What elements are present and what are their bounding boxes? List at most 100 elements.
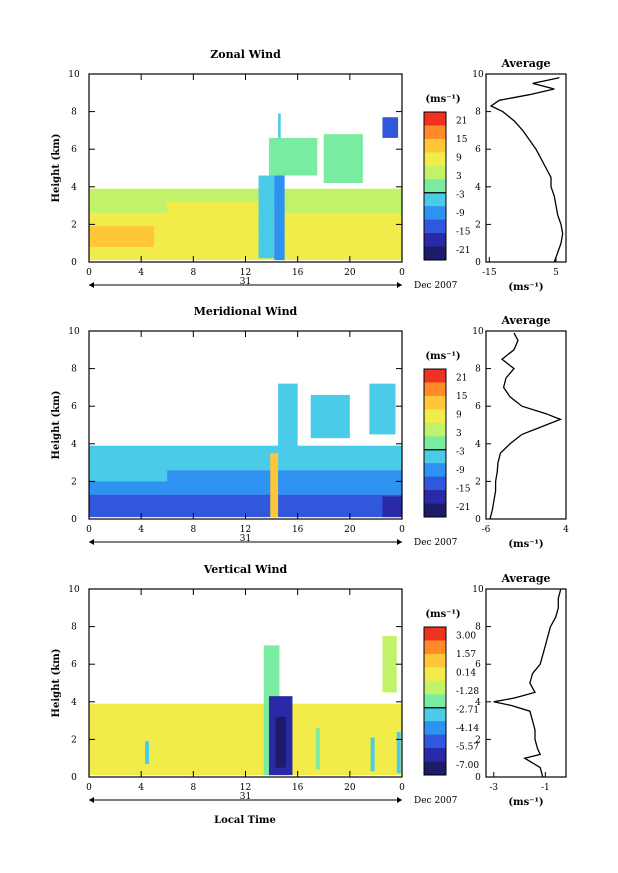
heatmap-cell <box>370 737 375 772</box>
average-y-tick-label: 8 <box>475 365 481 375</box>
x-tick-label: 20 <box>344 525 356 535</box>
colorbar-swatch <box>424 165 446 180</box>
y-tick-label: 2 <box>71 477 77 487</box>
colorbar-swatch <box>424 734 446 749</box>
x-tick-label: 8 <box>190 783 196 793</box>
colorbar-swatch <box>424 627 446 641</box>
x-tick-label: 12 <box>240 783 251 793</box>
average-y-tick-label: 4 <box>475 440 481 450</box>
y-tick-label: 0 <box>71 773 77 783</box>
colorbar-swatch <box>424 152 446 167</box>
y-tick-label: 0 <box>71 258 77 268</box>
colorbar-swatch <box>424 219 446 234</box>
colorbar-label: -5.57 <box>456 742 479 752</box>
colorbar-swatch <box>424 112 446 126</box>
heatmap-cell <box>258 175 275 259</box>
date-bar-arrow <box>397 539 402 545</box>
heatmap-cell <box>382 636 397 693</box>
date-day-label: 31 <box>240 792 251 802</box>
colorbar-swatch <box>424 463 446 478</box>
average-unit: (ms⁻¹) <box>508 282 543 293</box>
average-x-tick-label: 5 <box>553 268 559 278</box>
average-y-tick-label: 8 <box>475 623 481 633</box>
panel-title: Meridional Wind <box>194 305 298 318</box>
x-tick-label: 8 <box>190 525 196 535</box>
colorbar-swatch <box>424 694 446 709</box>
average-y-tick-label: 10 <box>472 70 484 80</box>
heatmap-cell <box>369 383 396 435</box>
heatmap-cell <box>382 117 399 138</box>
average-x-tick-label: -1 <box>541 783 550 793</box>
average-unit: (ms⁻¹) <box>508 539 543 550</box>
average-y-tick-label: 2 <box>475 477 481 487</box>
x-tick-label: 20 <box>344 783 356 793</box>
colorbar-swatch <box>424 490 446 505</box>
panel-2: Meridional Wind 0 2 4 6 8 10 Height (km) 0 4 8 12 16… <box>51 305 569 550</box>
heatmap-cell <box>89 703 402 776</box>
date-label: Dec 2007 <box>414 538 458 548</box>
y-tick-label: 8 <box>71 108 77 118</box>
colorbar-label: -15 <box>456 227 471 237</box>
panel-title: Zonal Wind <box>210 48 281 61</box>
colorbar-label: -7.00 <box>456 761 479 771</box>
heatmap-cell <box>382 496 402 518</box>
colorbar-label: 15 <box>456 135 468 145</box>
x-tick-label: 4 <box>138 268 144 278</box>
y-tick-label: 10 <box>68 585 80 595</box>
average-x-tick-label: 4 <box>563 525 569 535</box>
heatmap-cell <box>167 201 259 227</box>
colorbar-label: 0.14 <box>456 668 476 678</box>
y-axis-label: Height (km) <box>51 391 62 460</box>
colorbar-swatch <box>424 748 446 763</box>
colorbar-swatch <box>424 369 446 383</box>
average-y-tick-label: 6 <box>475 660 481 670</box>
average-y-tick-label: 0 <box>475 515 481 525</box>
heatmap-cell <box>270 453 279 518</box>
average-y-tick-label: 2 <box>475 220 481 230</box>
x-tick-label: 16 <box>292 268 304 278</box>
average-y-tick-label: 0 <box>475 258 481 268</box>
y-tick-label: 8 <box>71 365 77 375</box>
heatmap-cell <box>89 226 155 247</box>
date-bar-arrow <box>89 282 94 288</box>
colorbar-label: -9 <box>456 466 465 476</box>
colorbar-swatch <box>424 246 446 261</box>
x-tick-label: 4 <box>138 525 144 535</box>
panel-title: Vertical Wind <box>203 563 288 576</box>
average-y-tick-label: 4 <box>475 698 481 708</box>
colorbar-swatch <box>424 192 446 207</box>
x-tick-label: 8 <box>190 268 196 278</box>
average-x-tick-label: -6 <box>482 525 491 535</box>
y-axis-label: Height (km) <box>51 649 62 718</box>
average-title: Average <box>500 572 550 585</box>
colorbar-label: 21 <box>456 116 467 126</box>
colorbar-swatch <box>424 761 446 776</box>
colorbar-label: -9 <box>456 209 465 219</box>
colorbar-swatch <box>424 680 446 695</box>
average-frame <box>485 73 567 263</box>
colorbar-label: -15 <box>456 484 471 494</box>
date-bar-arrow <box>397 797 402 803</box>
y-tick-label: 10 <box>68 70 80 80</box>
colorbar-label: -3 <box>456 190 465 200</box>
colorbar-label: -4.14 <box>456 724 479 734</box>
y-tick-label: 8 <box>71 623 77 633</box>
colorbar-label: 3 <box>456 429 462 439</box>
average-y-tick-label: 0 <box>475 773 481 783</box>
colorbar-unit: (ms⁻¹) <box>425 351 460 362</box>
heatmap <box>89 383 402 518</box>
date-label: Dec 2007 <box>414 281 458 291</box>
average-title: Average <box>500 57 550 70</box>
colorbar-label: -2.71 <box>456 705 479 715</box>
heatmap-cell <box>89 464 168 482</box>
y-tick-label: 2 <box>71 220 77 230</box>
y-tick-label: 4 <box>71 183 77 193</box>
colorbar-swatch <box>424 476 446 491</box>
heatmap-cell <box>278 383 298 450</box>
date-day-label: 31 <box>240 277 251 287</box>
colorbar-swatch <box>424 653 446 668</box>
heatmap <box>89 113 402 261</box>
